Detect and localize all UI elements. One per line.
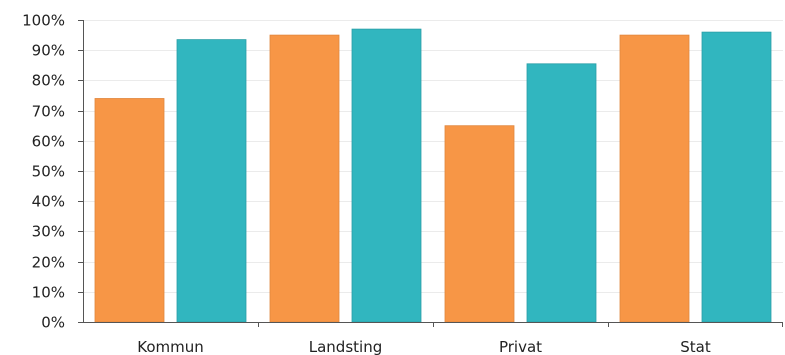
bar-privat-series-2 bbox=[526, 63, 597, 323]
y-tick-label: 30% bbox=[32, 223, 65, 241]
bar-landsting-series-1 bbox=[269, 34, 340, 323]
y-tick-label: 20% bbox=[32, 254, 65, 272]
y-tick-label: 80% bbox=[32, 72, 65, 90]
x-tick-label: Privat bbox=[499, 338, 542, 355]
bar-privat-series-1 bbox=[444, 125, 515, 323]
bars bbox=[94, 28, 772, 323]
y-tick-label: 100% bbox=[22, 12, 65, 30]
y-tick-label: 40% bbox=[32, 193, 65, 211]
bar-kommun-series-2 bbox=[176, 39, 247, 323]
x-tick-label: Kommun bbox=[137, 338, 204, 355]
y-tick-label: 50% bbox=[32, 163, 65, 181]
bar-landsting-series-2 bbox=[351, 28, 422, 323]
bar-stat-series-2 bbox=[701, 31, 772, 323]
y-tick-label: 10% bbox=[32, 284, 65, 302]
x-axis: Kommun Landsting Privat Stat bbox=[83, 20, 783, 355]
x-tick-label: Landsting bbox=[309, 338, 382, 355]
x-tick-label: Stat bbox=[680, 338, 711, 355]
bar-stat-series-1 bbox=[619, 34, 690, 323]
bar-kommun-series-1 bbox=[94, 98, 165, 323]
y-tick-label: 70% bbox=[32, 103, 65, 121]
y-axis-ticks: 0% 10% 20% 30% 40% 50% 60% 70% 80% 90% 100% bbox=[22, 12, 83, 332]
y-tick-label: 0% bbox=[41, 314, 65, 332]
y-tick-label: 60% bbox=[32, 133, 65, 151]
y-tick-label: 90% bbox=[32, 42, 65, 60]
